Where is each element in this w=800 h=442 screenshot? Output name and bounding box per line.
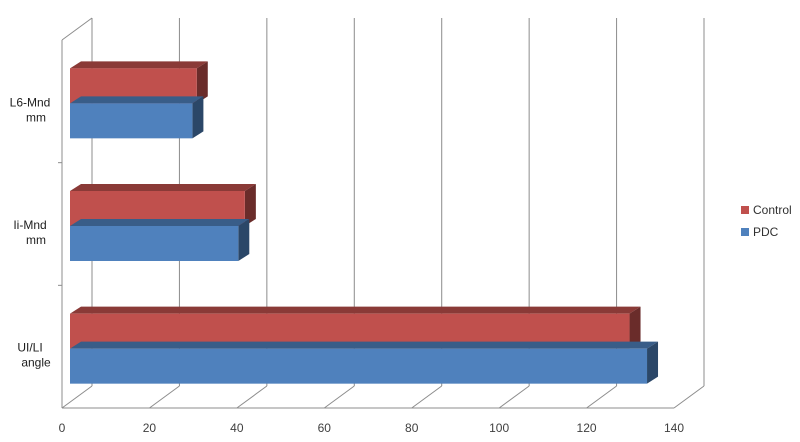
- floor-gridline: [61, 385, 93, 409]
- bar: [70, 226, 239, 261]
- bar-side-face: [196, 61, 208, 104]
- category-label-line: L6-Mnd: [10, 95, 51, 109]
- bar-top-face: [70, 341, 659, 349]
- category-label-line: mm: [26, 110, 46, 124]
- bar-side-face: [192, 96, 204, 139]
- category-label-line: UI/LI: [17, 341, 42, 355]
- bar: [70, 103, 193, 139]
- legend-swatch: [741, 228, 749, 236]
- category-label: Ii-Mnd mm: [13, 218, 46, 247]
- bar-side-face: [238, 219, 250, 261]
- legend-label: PDC: [753, 225, 779, 239]
- bar-top-face: [70, 306, 641, 314]
- floor-gridline: [236, 385, 268, 409]
- x-tick-label: 80: [405, 421, 419, 435]
- category-label-line: mm: [26, 233, 46, 247]
- bar-top-face: [70, 61, 208, 69]
- category-label: UI/LI angle: [17, 341, 51, 370]
- category-label-line: Ii-Mnd: [13, 218, 46, 232]
- x-tick-label: 140: [664, 421, 684, 435]
- legend: Control PDC: [741, 203, 792, 239]
- floor-gridline: [411, 385, 443, 409]
- bar-top-face: [70, 219, 250, 226]
- x-tick-label: 0: [59, 421, 66, 435]
- legend-label: Control: [753, 203, 792, 217]
- floor-gridline: [149, 385, 180, 409]
- bar-top-face: [70, 184, 256, 191]
- floor-gridline: [323, 385, 355, 409]
- x-tick-label: 40: [230, 421, 244, 435]
- bar: [70, 348, 648, 384]
- bar-side-face: [244, 184, 256, 226]
- x-tick-label: 60: [318, 421, 332, 435]
- bar-top-face: [70, 96, 204, 104]
- bars: [70, 61, 659, 384]
- wall-top-edge: [61, 17, 93, 41]
- bar-side-face: [647, 341, 659, 384]
- legend-swatch: [741, 206, 749, 214]
- category-label-line: angle: [21, 356, 51, 370]
- x-tick-label: 100: [489, 421, 509, 435]
- floor-gridline: [673, 385, 705, 409]
- floor-gridline: [586, 385, 617, 409]
- axes: [58, 17, 674, 409]
- x-tick-label: 20: [143, 421, 157, 435]
- floor-gridline: [498, 385, 530, 409]
- category-label: L6-Mnd mm: [10, 95, 51, 124]
- bar-side-face: [629, 306, 641, 349]
- x-tick-label: 120: [577, 421, 597, 435]
